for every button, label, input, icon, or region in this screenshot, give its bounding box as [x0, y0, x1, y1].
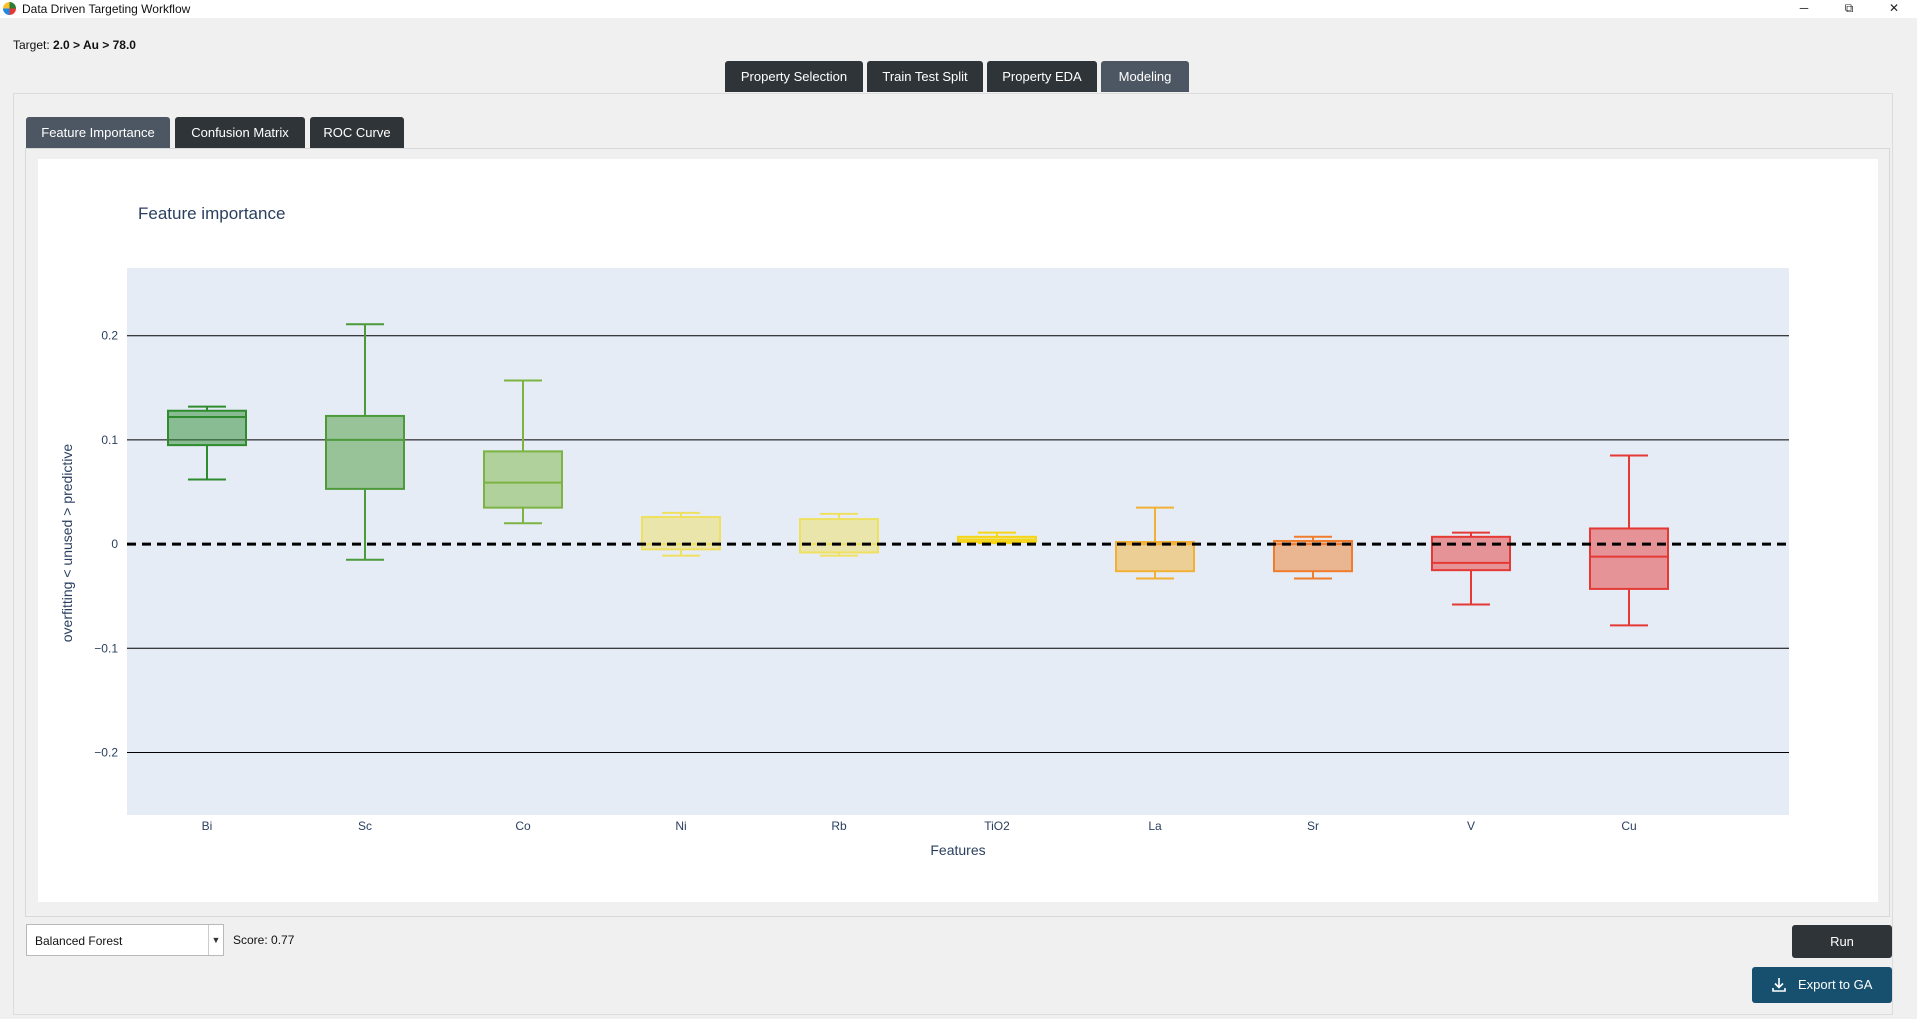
target-expression: 2.0 > Au > 78.0 — [53, 38, 136, 52]
restore-button[interactable]: ⧉ — [1844, 1, 1854, 15]
export-to-ga-button[interactable]: Export to GA — [1752, 967, 1892, 1003]
box-sc — [325, 323, 405, 561]
chevron-down-icon[interactable]: ▼ — [208, 925, 223, 955]
y-tick-label: −0.1 — [94, 641, 118, 655]
box-sr — [1273, 535, 1353, 580]
tab-property-eda[interactable]: Property EDA — [987, 61, 1097, 92]
box-cu — [1589, 454, 1669, 627]
box-bi — [167, 405, 247, 481]
x-tick-label: Ni — [675, 819, 686, 833]
download-icon — [1772, 978, 1786, 992]
x-tick-label: Rb — [831, 819, 847, 833]
tab-roc-curve[interactable]: ROC Curve — [310, 117, 404, 148]
tab-modeling[interactable]: Modeling — [1101, 61, 1189, 92]
iqr-box — [799, 518, 879, 554]
x-tick-label: Bi — [202, 819, 213, 833]
iqr-box — [1431, 535, 1511, 572]
chart-title: Feature importance — [138, 204, 285, 223]
app-logo-icon — [3, 2, 16, 15]
run-button[interactable]: Run — [1792, 925, 1892, 958]
x-tick-label: Sr — [1307, 819, 1319, 833]
y-axis-label: overfitting < unused > predictive — [59, 444, 75, 643]
minimize-button[interactable]: ─ — [1799, 1, 1809, 15]
y-tick-label: −0.2 — [94, 745, 118, 759]
y-tick-label: 0.1 — [101, 433, 118, 447]
model-select-value: Balanced Forest — [35, 934, 123, 948]
tab-confusion-matrix[interactable]: Confusion Matrix — [175, 117, 305, 148]
x-tick-label: Sc — [358, 819, 372, 833]
target-label: Target: — [13, 38, 50, 52]
close-button[interactable]: ✕ — [1888, 1, 1900, 15]
y-tick-label: 0.2 — [101, 329, 118, 343]
iqr-box — [1115, 541, 1195, 573]
tab-property-selection[interactable]: Property Selection — [725, 61, 863, 92]
iqr-box — [483, 450, 563, 509]
iqr-box — [1273, 539, 1353, 573]
window-title: Data Driven Targeting Workflow — [22, 2, 191, 16]
x-tick-label: TiO2 — [984, 819, 1010, 833]
x-tick-label: La — [1148, 819, 1162, 833]
box-rb — [799, 512, 879, 557]
tab-feature-importance[interactable]: Feature Importance — [26, 117, 170, 148]
export-to-ga-label: Export to GA — [1798, 977, 1873, 992]
tab-train-test-split[interactable]: Train Test Split — [867, 61, 983, 92]
x-tick-label: V — [1467, 819, 1475, 833]
title-bar: Data Driven Targeting Workflow ─ ⧉ ✕ — [0, 0, 1917, 18]
y-tick-label: 0 — [111, 537, 118, 551]
x-axis-label: Features — [930, 842, 985, 858]
x-tick-label: Cu — [1621, 819, 1636, 833]
box-co — [483, 379, 563, 525]
box-ni — [641, 511, 721, 557]
target-display: Target: 2.0 > Au > 78.0 — [13, 38, 136, 52]
iqr-box — [325, 414, 405, 490]
iqr-box — [167, 409, 247, 447]
score-label: Score: 0.77 — [233, 933, 295, 947]
iqr-box — [1589, 527, 1669, 590]
box-v — [1431, 531, 1511, 606]
model-select[interactable]: Balanced Forest ▼ — [26, 924, 224, 956]
x-tick-label: Co — [515, 819, 531, 833]
